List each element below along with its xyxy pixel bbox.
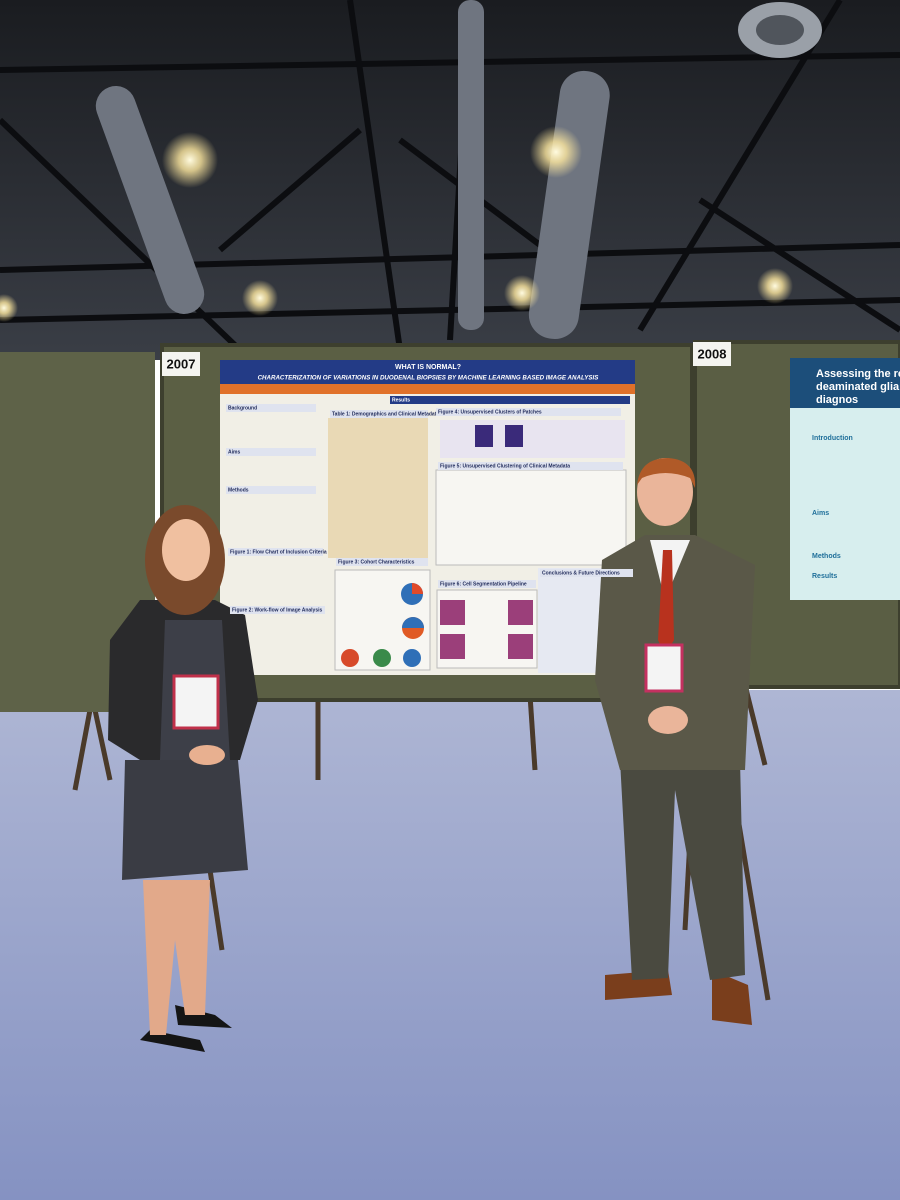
section-heading: Results — [392, 397, 410, 403]
table-block — [328, 418, 428, 558]
section-bar — [390, 396, 630, 404]
section-bar — [330, 410, 428, 418]
section-heading: Table 1: Demographics and Clinical Metad… — [332, 411, 439, 417]
right-poster-title: Assessing the role — [816, 368, 900, 380]
right-poster-title: deaminated glia — [816, 381, 900, 393]
right-poster-heading: Methods — [812, 553, 841, 560]
section-heading: Figure 1: Flow Chart of Inclusion Criter… — [230, 549, 327, 555]
pie-charts — [341, 583, 424, 667]
section-bar — [438, 462, 623, 470]
poster-subtitle: CHARACTERIZATION OF VARIATIONS IN DUODEN… — [258, 375, 600, 382]
figure-block — [440, 420, 625, 458]
booth-sign — [693, 342, 731, 366]
section-heading: Figure 2: Work-flow of Image Analysis — [232, 607, 323, 613]
section-heading: Figure 5: Unsupervised Clustering of Cli… — [440, 463, 570, 469]
section-bar — [226, 486, 316, 494]
booth-number: 2008 — [698, 346, 727, 361]
right-poster-heading: Introduction — [812, 435, 853, 442]
section-bar — [228, 548, 323, 556]
section-bar — [230, 606, 325, 614]
right-poster-title: diagnos — [816, 394, 858, 406]
section-heading: Conclusions & Future Directions — [542, 570, 620, 576]
booth-number: 2007 — [167, 356, 196, 371]
section-heading: Background — [228, 405, 257, 411]
person-left — [108, 505, 258, 1052]
ceiling-lights — [0, 2, 822, 322]
section-bar — [436, 408, 621, 416]
section-heading: Aims — [228, 449, 240, 455]
section-heading: Figure 3: Cohort Characteristics — [338, 559, 415, 565]
section-heading: Figure 6: Cell Segmentation Pipeline — [440, 581, 527, 587]
right-poster-heading: Aims — [812, 510, 829, 517]
booth-sign — [162, 352, 200, 376]
section-heading: Figure 4: Unsupervised Clusters of Patch… — [438, 409, 542, 415]
section-bar — [226, 448, 316, 456]
right-poster-header — [790, 358, 900, 408]
figure-block — [435, 469, 627, 566]
tissue-tiles — [440, 425, 533, 659]
section-heading: Methods — [228, 487, 249, 493]
section-bar — [438, 580, 536, 588]
right-poster-heading: Results — [812, 573, 837, 580]
poster-header — [220, 360, 635, 384]
ducts — [95, 0, 610, 340]
section-bar — [540, 569, 633, 577]
person-right — [595, 458, 755, 1025]
section-bar — [336, 558, 428, 566]
poster-band — [220, 384, 635, 394]
poster-title: WHAT IS NORMAL? — [395, 364, 461, 371]
trusses — [0, 0, 900, 353]
section-bar — [226, 404, 316, 412]
